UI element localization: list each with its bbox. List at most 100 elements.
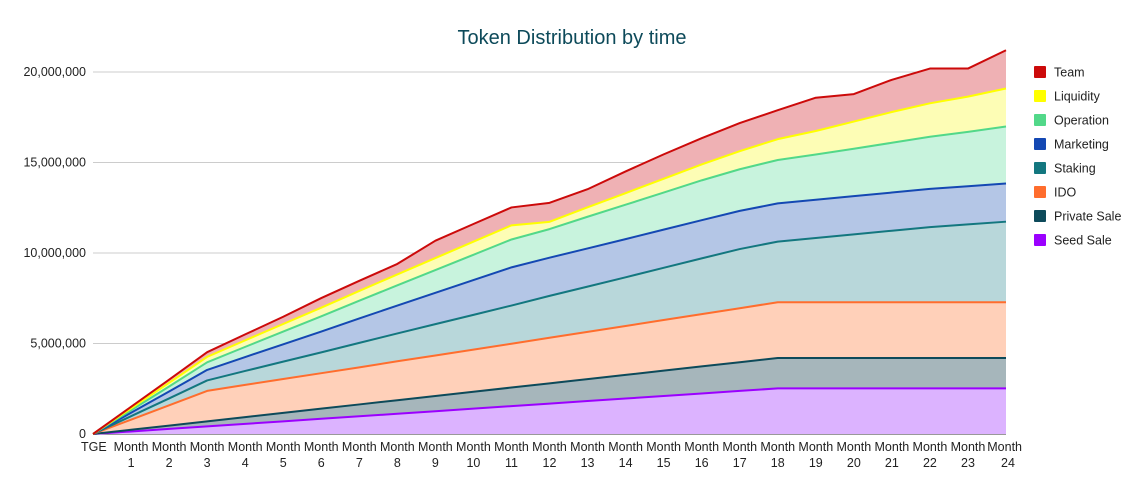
legend-label: Operation [1054,114,1109,128]
legend-label: IDO [1054,186,1077,200]
x-tick-label-line2: 21 [885,456,899,470]
x-tick-label: Month [798,440,833,454]
chart-title: Token Distribution by time [458,27,687,49]
legend-item-team: Team [1034,66,1085,80]
x-tick-label: Month [913,440,948,454]
line-team [92,49,1007,435]
x-tick-label: Month [380,440,415,454]
x-tick-label: Month [152,440,187,454]
line-ido [92,301,1006,435]
x-tick-label: Month [608,440,643,454]
legend-swatch-operation [1034,114,1046,126]
x-tick-label-line2: 16 [695,456,709,470]
legend-item-ido: IDO [1034,186,1077,200]
legend-item-liquidity: Liquidity [1034,90,1101,104]
x-tick-label-line2: 7 [356,456,363,470]
legend-swatch-staking [1034,162,1046,174]
area-liquidity [93,88,1006,434]
x-tick-label-line2: 9 [432,456,439,470]
line-seed-sale [92,387,1006,435]
legend-swatch-team [1034,66,1046,78]
legend-swatch-liquidity [1034,90,1046,102]
legend: Team Liquidity Operation Marketing Staking ID… [1034,66,1121,248]
x-tick-label-line2: 14 [619,456,633,470]
x-tick-label-line2: 2 [166,456,173,470]
x-tick-label: Month [875,440,910,454]
legend-swatch-private-sale [1034,210,1046,222]
x-tick-label: Month [304,440,339,454]
line-private-sale [92,356,1006,435]
x-tick-label: Month [456,440,491,454]
x-tick-label: Month [190,440,225,454]
x-axis: TGE Month 1 Month 2 Month 3 Month 4 Month 5 Month 6 M… [81,440,1022,470]
x-tick-label: Month [570,440,605,454]
x-tick-label-line2: 23 [961,456,975,470]
line-liquidity [92,87,1007,435]
legend-label: Team [1054,66,1085,80]
legend-item-private-sale: Private Sale [1034,210,1121,224]
x-tick-label-line2: 15 [657,456,671,470]
legend-swatch-marketing [1034,138,1046,150]
x-tick-label-line2: 18 [771,456,785,470]
x-tick-label: Month [722,440,757,454]
series-lines [92,49,1007,435]
x-tick-label: Month [951,440,986,454]
legend-label: Seed Sale [1054,234,1112,248]
x-tick-label: Month [532,440,567,454]
x-tick-label-line2: 10 [466,456,480,470]
legend-item-marketing: Marketing [1034,138,1109,152]
legend-label: Marketing [1054,138,1109,152]
x-tick-label: Month [987,440,1022,454]
y-tick-label: 10,000,000 [23,246,86,260]
x-tick-label-line2: 1 [128,456,135,470]
x-tick-label-line2: 17 [733,456,747,470]
area-staking [93,221,1006,434]
x-tick-label-line2: 22 [923,456,937,470]
x-tick-label: Month [266,440,301,454]
legend-item-operation: Operation [1034,114,1109,128]
legend-label: Liquidity [1054,90,1101,104]
stacked-areas [93,50,1006,434]
x-tick-label-line2: 20 [847,456,861,470]
x-tick-label-line2: 12 [543,456,557,470]
x-tick-label: Month [646,440,681,454]
x-tick-label: Month [114,440,149,454]
area-seed-sale [93,388,1006,434]
x-tick-label: Month [494,440,529,454]
x-tick-label-line2: 5 [280,456,287,470]
legend-label: Staking [1054,162,1096,176]
y-tick-label: 15,000,000 [23,156,86,170]
legend-label: Private Sale [1054,210,1121,224]
legend-item-staking: Staking [1034,162,1096,176]
x-tick-label-line2: 4 [242,456,249,470]
x-tick-label-line2: 6 [318,456,325,470]
legend-swatch-ido [1034,186,1046,198]
y-tick-label: 20,000,000 [23,65,86,79]
area-marketing [93,183,1006,434]
area-team [93,50,1006,434]
x-tick-label-line2: 19 [809,456,823,470]
x-tick-label-line2: 3 [204,456,211,470]
area-ido [93,302,1006,434]
y-axis: 0 5,000,000 10,000,000 15,000,000 20,000,000 [23,65,86,441]
x-tick-label: Month [342,440,377,454]
legend-item-seed-sale: Seed Sale [1034,234,1112,248]
x-tick-label: Month [228,440,263,454]
area-private-sale [93,357,1006,434]
x-tick-label: Month [684,440,719,454]
x-tick-label: TGE [81,440,107,454]
x-tick-label: Month [760,440,795,454]
x-tick-label-line2: 8 [394,456,401,470]
x-tick-label: Month [836,440,871,454]
x-tick-label: Month [418,440,453,454]
x-tick-label-line2: 13 [581,456,595,470]
line-operation [92,125,1007,435]
legend-swatch-seed-sale [1034,234,1046,246]
y-tick-label: 0 [79,427,86,441]
x-tick-label-line2: 24 [1001,456,1015,470]
y-tick-label: 5,000,000 [30,337,86,351]
line-marketing [92,182,1007,435]
x-tick-label-line2: 11 [505,456,518,470]
line-staking [92,220,1007,435]
